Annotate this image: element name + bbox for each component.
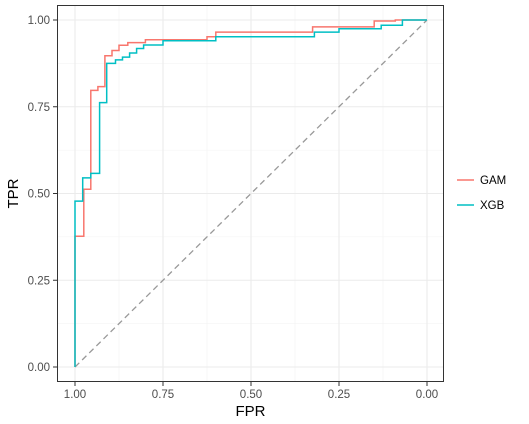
- y-tick-label: 0.25: [28, 275, 50, 287]
- y-tick-label: 0.00: [28, 362, 50, 374]
- x-axis-ticks: 1.00 0.75 0.50 0.25 0.00: [64, 382, 438, 401]
- series-line-gam: [74, 19, 427, 367]
- y-axis-title: TPR: [5, 178, 22, 208]
- plot-border: [57, 5, 444, 382]
- y-tick-label: 0.50: [28, 189, 50, 201]
- y-axis-ticks: 0.00 0.25 0.50 0.75 1.00: [28, 15, 57, 374]
- x-tick-label: 0.00: [416, 389, 438, 401]
- legend-label-xgb: XGB: [480, 200, 505, 212]
- series-lines: [74, 19, 427, 367]
- x-tick-label: 0.75: [152, 389, 174, 401]
- legend-label-gam: GAM: [480, 175, 506, 187]
- major-gridlines: [57, 5, 444, 382]
- x-tick-label: 0.50: [240, 389, 262, 401]
- x-tick-label: 0.25: [328, 389, 350, 401]
- y-tick-label: 0.75: [28, 102, 50, 114]
- x-tick-label: 1.00: [64, 389, 86, 401]
- y-tick-label: 1.00: [28, 15, 50, 27]
- series-line-xgb: [74, 19, 427, 367]
- reference-diagonal-line: [74, 19, 428, 368]
- x-axis-title: FPR: [236, 403, 266, 420]
- legend: GAM XGB: [457, 175, 506, 212]
